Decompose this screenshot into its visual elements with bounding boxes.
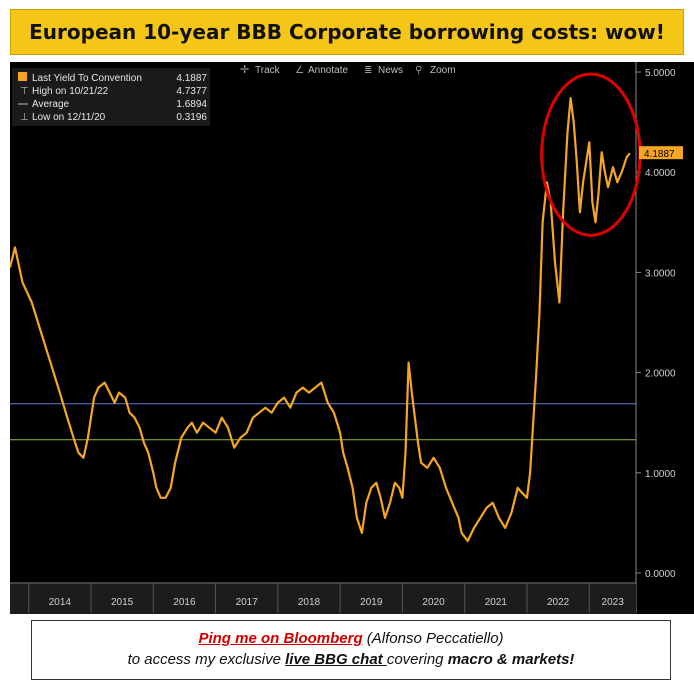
reference-lines (10, 403, 636, 441)
series-group (8, 96, 631, 542)
x-tick-label-0: 2014 (49, 597, 72, 608)
series-line-0 (8, 96, 631, 542)
last-value-tag-bg (639, 146, 683, 160)
legend-label-2: Average (32, 99, 70, 110)
x-tick-label-2: 2016 (173, 597, 196, 608)
x-tick-label-5: 2019 (360, 597, 383, 608)
chart-panel: Last Yield To Convention 4.1887 ⊤ High o… (8, 62, 694, 614)
y-tick-label-1: 1.0000 (645, 469, 676, 480)
legend-box (12, 68, 210, 126)
x-tick-label-1: 2015 (111, 597, 134, 608)
low-marker-icon: ⊥ (20, 112, 29, 123)
legend-value-3: 0.3196 (176, 112, 207, 123)
footer-line-2: to access my exclusive live BBG chat cov… (32, 649, 670, 670)
x-tick-label-8: 2022 (547, 597, 570, 608)
chart-toolbar: ✛ Track ∠ Annotate ≣ News ⚲ Zoom (240, 64, 456, 76)
promo-footer: Ping me on Bloomberg (Alfonso Peccatiell… (31, 620, 671, 680)
annotate-icon[interactable]: ∠ (295, 65, 304, 76)
y-tick-label-2: 2.0000 (645, 369, 676, 380)
legend-swatch-series (18, 72, 27, 81)
footer-text-c: macro & markets! (447, 651, 575, 668)
x-tick-label-9: 2023 (602, 597, 625, 608)
title-banner: European 10-year BBB Corporate borrowing… (10, 9, 684, 55)
axes: 0.0000 1.0000 2.0000 3.0000 4.0000 5.0000 2014… (10, 62, 676, 614)
x-tick-label-4: 2018 (298, 597, 321, 608)
legend-label-3: Low on 12/11/20 (32, 112, 106, 123)
footer-text-a: to access my exclusive (127, 651, 286, 668)
track-icon[interactable]: ✛ (240, 64, 249, 76)
legend-label-1: High on 10/21/22 (32, 86, 109, 97)
x-axis-band (10, 584, 636, 614)
news-button[interactable]: News (378, 65, 403, 76)
x-tick-label-3: 2017 (236, 597, 259, 608)
y-tick-label-4: 4.0000 (645, 168, 676, 179)
track-button[interactable]: Track (255, 65, 281, 76)
legend-value-2: 1.6894 (176, 99, 207, 110)
last-value-tag: 4.1887 (639, 146, 683, 160)
chart-svg: Last Yield To Convention 4.1887 ⊤ High o… (8, 62, 683, 614)
legend-label-0: Last Yield To Convention (32, 73, 142, 84)
y-tick-label-3: 3.0000 (645, 268, 676, 279)
live-chat-link[interactable]: live BBG chat (285, 651, 387, 668)
footer-text-b: covering (386, 651, 448, 668)
y-tick-label-5: 5.0000 (645, 68, 676, 79)
zoom-icon[interactable]: ⚲ (415, 65, 422, 76)
x-tick-label-6: 2020 (422, 597, 445, 608)
legend-value-1: 4.7377 (176, 86, 207, 97)
y-tick-label-0: 0.0000 (645, 569, 676, 580)
footer-author: (Alfonso Peccatiello) (362, 630, 504, 647)
chart-title: European 10-year BBB Corporate borrowing… (29, 20, 665, 44)
x-tick-label-7: 2021 (485, 597, 508, 608)
annotate-button[interactable]: Annotate (308, 65, 348, 76)
bloomberg-link[interactable]: Ping me on Bloomberg (198, 630, 363, 647)
legend-value-0: 4.1887 (176, 73, 207, 84)
last-value-tag-text: 4.1887 (644, 149, 675, 160)
zoom-button[interactable]: Zoom (430, 65, 456, 76)
high-marker-icon: ⊤ (20, 86, 29, 97)
footer-line-1: Ping me on Bloomberg (Alfonso Peccatiell… (32, 628, 670, 649)
news-icon[interactable]: ≣ (364, 65, 372, 76)
